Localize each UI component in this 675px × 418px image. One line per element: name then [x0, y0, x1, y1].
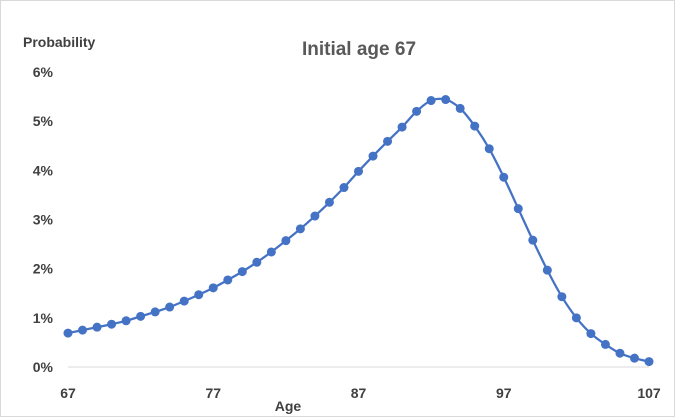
y-tick-label: 6% [33, 64, 54, 80]
data-point [136, 311, 146, 321]
data-point [63, 328, 73, 338]
data-point [208, 283, 218, 293]
x-tick-label: 107 [637, 385, 661, 401]
x-tick-label: 77 [205, 385, 221, 401]
data-point [513, 204, 523, 214]
data-point [499, 172, 509, 182]
data-point [615, 348, 625, 358]
y-tick-label: 2% [33, 261, 54, 277]
y-axis-ticks: 0% 1% 2% 3% 4% 5% 6% [33, 64, 54, 375]
data-point [150, 307, 160, 317]
y-tick-label: 3% [33, 212, 54, 228]
chart-title: Initial age 67 [302, 39, 416, 60]
data-point [383, 136, 393, 146]
data-point [470, 121, 480, 131]
series-layer [63, 95, 654, 367]
y-tick-label: 0% [33, 359, 54, 375]
data-point [78, 325, 88, 335]
x-tick-label: 67 [60, 385, 76, 401]
data-point [571, 313, 581, 323]
y-tick-label: 4% [33, 162, 54, 178]
data-point [237, 267, 247, 277]
data-point [295, 224, 305, 234]
y-axis-label: Probability [23, 34, 96, 50]
data-point [484, 144, 494, 154]
data-point [339, 183, 349, 193]
data-point [586, 329, 596, 339]
data-point [92, 322, 102, 332]
data-point [194, 290, 204, 300]
data-point [455, 103, 465, 113]
data-point [528, 235, 538, 245]
y-tick-label: 1% [33, 310, 54, 326]
data-point [107, 319, 117, 329]
data-point [281, 236, 291, 246]
data-point [223, 275, 233, 285]
x-tick-label: 97 [496, 385, 512, 401]
data-point [252, 257, 262, 267]
series-line [67, 97, 650, 363]
data-point [165, 302, 175, 312]
data-point [557, 292, 567, 302]
data-point [324, 197, 334, 207]
data-point [542, 265, 552, 275]
data-point [629, 353, 639, 363]
data-point [368, 151, 378, 161]
data-point [310, 211, 320, 221]
x-tick-label: 87 [351, 385, 367, 401]
data-point [354, 166, 363, 176]
data-point [426, 96, 436, 106]
data-point [441, 95, 451, 105]
data-point [412, 106, 422, 116]
data-point [644, 357, 654, 367]
data-point [121, 316, 131, 326]
data-point [266, 247, 276, 257]
data-point [397, 122, 407, 132]
data-point [600, 339, 610, 349]
x-axis-label: Age [275, 398, 302, 414]
data-point [179, 296, 189, 306]
y-tick-label: 5% [33, 113, 54, 129]
x-axis-ticks: 67 77 87 97 107 [60, 385, 661, 401]
